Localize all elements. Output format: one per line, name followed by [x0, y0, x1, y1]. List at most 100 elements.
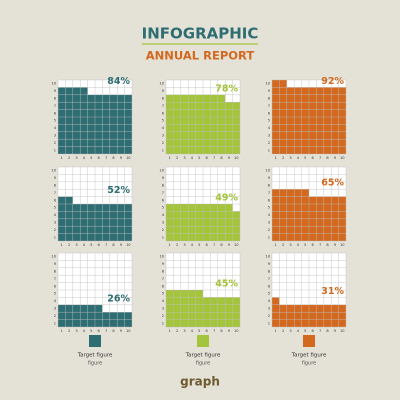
waffle-cell — [217, 211, 226, 219]
waffle-cell — [309, 196, 317, 204]
y-tick-label: 9 — [162, 176, 165, 180]
waffle-cell — [65, 211, 73, 219]
x-tick-label: 4 — [83, 156, 86, 160]
y-tick-label: 6 — [54, 111, 57, 115]
x-tick-label: 7 — [319, 329, 321, 333]
waffle-cell — [102, 218, 110, 227]
waffle-cell — [301, 139, 309, 147]
waffle-cell — [272, 196, 280, 204]
waffle-cell — [301, 204, 309, 212]
y-tick-label: 2 — [54, 228, 56, 232]
waffle-cell — [188, 226, 196, 234]
waffle-cell — [286, 189, 295, 197]
waffle-cell — [109, 109, 118, 117]
waffle-cell — [309, 319, 317, 327]
y-tick-label: 1 — [54, 321, 56, 325]
waffle-cell — [338, 94, 346, 103]
waffle-cell — [272, 218, 280, 227]
waffle-cell — [166, 109, 174, 117]
waffle-cell — [173, 319, 181, 327]
waffle-cell — [80, 94, 88, 103]
waffle-cell — [109, 319, 118, 327]
title: INFOGRAPHIC — [142, 25, 259, 43]
y-tick-label: 8 — [268, 184, 271, 188]
waffle-cell — [225, 218, 233, 227]
waffle-cell — [124, 94, 132, 103]
x-tick-label: 10 — [340, 243, 345, 247]
waffle-cell — [188, 233, 196, 241]
waffle-cell — [117, 226, 125, 234]
y-tick-label: 2 — [162, 228, 164, 232]
y-tick-label: 3 — [54, 307, 56, 311]
waffle-cell — [166, 131, 174, 140]
waffle-cell — [173, 304, 181, 313]
waffle-cell — [195, 226, 203, 234]
y-tick-label: 9 — [54, 176, 57, 180]
waffle-cell — [217, 139, 226, 147]
y-tick-label: 7 — [162, 191, 164, 195]
y-tick-label: 10 — [51, 169, 56, 173]
waffle-cell — [272, 226, 280, 234]
waffle-cell — [338, 146, 346, 154]
waffle-cell — [232, 304, 240, 313]
x-tick-label: 3 — [289, 329, 291, 333]
waffle-cell — [331, 124, 339, 132]
waffle-cell — [102, 109, 110, 117]
x-tick-label: 2 — [282, 156, 284, 160]
waffle-cell — [102, 146, 110, 154]
waffle-cell — [203, 146, 211, 154]
x-tick-label: 3 — [75, 329, 77, 333]
waffle-cell — [95, 94, 103, 103]
waffle-cell — [232, 226, 240, 234]
waffle-cell — [294, 189, 302, 197]
waffle-cell — [180, 109, 189, 117]
waffle-cell — [316, 94, 324, 103]
waffle-cell — [58, 131, 66, 140]
x-tick-label: 5 — [304, 156, 306, 160]
waffle-cell — [225, 304, 233, 313]
y-tick-label: 10 — [51, 255, 56, 259]
value-label: 92% — [321, 76, 344, 87]
waffle-cell — [225, 233, 233, 241]
waffle-cell — [323, 139, 332, 147]
waffle-cell — [102, 102, 110, 110]
waffle-cell — [124, 102, 132, 110]
waffle-cell — [65, 87, 73, 95]
waffle-cell — [102, 94, 110, 103]
waffle-cell — [217, 312, 226, 320]
waffle-cell — [188, 109, 196, 117]
waffle-cell — [286, 204, 295, 212]
waffle-cell — [286, 226, 295, 234]
y-tick-label: 9 — [268, 89, 271, 93]
waffle-cell — [109, 226, 118, 234]
waffle-cell — [316, 139, 324, 147]
x-tick-label: 4 — [83, 243, 86, 247]
waffle-cell — [232, 211, 240, 219]
x-tick-label: 10 — [234, 243, 239, 247]
waffle-cell — [180, 312, 189, 320]
waffle-cell — [232, 139, 240, 147]
waffle-cell — [109, 233, 118, 241]
waffle-cell — [338, 319, 346, 327]
waffle-cell — [87, 139, 95, 147]
value-label: 49% — [215, 193, 238, 204]
waffle-cell — [309, 131, 317, 140]
x-tick-label: 2 — [176, 329, 178, 333]
x-tick-label: 9 — [120, 156, 123, 160]
y-tick-label: 2 — [268, 141, 270, 145]
waffle-cell — [188, 102, 196, 110]
waffle-cell — [301, 146, 309, 154]
waffle-cell — [173, 297, 181, 305]
waffle-cell — [316, 117, 324, 125]
waffle-cell — [117, 146, 125, 154]
x-tick-label: 8 — [112, 156, 115, 160]
x-tick-label: 8 — [326, 156, 329, 160]
waffle-cell — [323, 94, 332, 103]
waffle-cell — [217, 109, 226, 117]
x-tick-label: 8 — [220, 243, 223, 247]
y-tick-label: 3 — [268, 134, 270, 138]
x-tick-label: 10 — [126, 329, 131, 333]
waffle-cell — [272, 117, 280, 125]
waffle-cell — [58, 87, 66, 95]
waffle-cell — [331, 117, 339, 125]
